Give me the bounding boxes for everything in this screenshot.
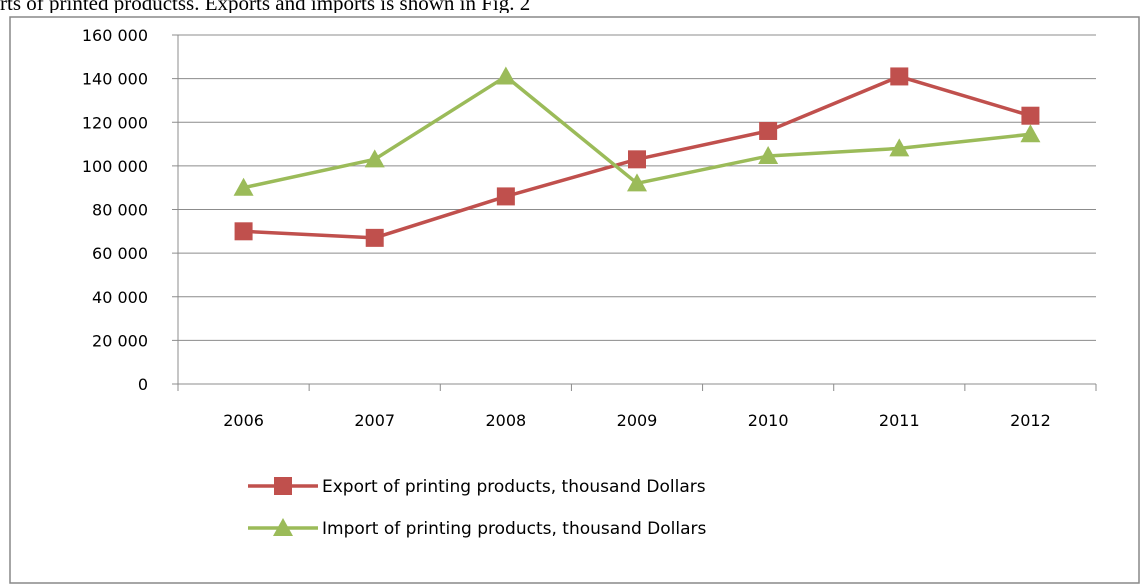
legend-label: Export of printing products, thousand Do…: [322, 477, 706, 497]
y-tick-label: 160 000: [82, 26, 148, 45]
series-1: [233, 66, 1041, 196]
x-tick-label: 2009: [617, 411, 658, 430]
data-point: [889, 138, 910, 157]
x-tick-label: 2010: [748, 411, 789, 430]
data-point: [495, 66, 516, 85]
y-tick-label: 120 000: [82, 113, 148, 132]
y-tick-label: 60 000: [92, 244, 148, 263]
y-tick-label: 40 000: [92, 288, 148, 307]
data-point: [364, 149, 385, 168]
legend-entry: Import of printing products, thousand Do…: [248, 518, 707, 539]
y-tick-label: 0: [138, 375, 148, 394]
data-point: [759, 121, 778, 140]
data-point: [496, 187, 515, 206]
tick-labels: 0 20 000 40 000 60 000 80 000 100 000 120 000 1…: [82, 26, 1051, 430]
y-tick-label: 80 000: [92, 201, 148, 220]
x-tick-label: 2012: [1010, 411, 1051, 430]
data-point: [234, 222, 253, 241]
x-tick-label: 2011: [879, 411, 920, 430]
data-point: [233, 177, 254, 196]
x-tick-label: 2006: [223, 411, 264, 430]
series-0: [234, 67, 1040, 247]
figure-caption: rts of printed productss. Exports and im…: [0, 0, 531, 13]
legend-entry: Export of printing products, thousand Do…: [248, 477, 706, 497]
chart-frame: [9, 16, 1140, 584]
x-tick-label: 2008: [485, 411, 526, 430]
x-tick-label: 2007: [354, 411, 395, 430]
data-point: [890, 67, 909, 86]
legend-label: Import of printing products, thousand Do…: [322, 519, 707, 539]
legend-marker: [273, 518, 293, 536]
legend-marker: [274, 477, 292, 495]
axes: [172, 34, 1097, 391]
data-point: [1020, 124, 1041, 143]
data-point: [628, 150, 646, 169]
y-tick-label: 20 000: [92, 331, 148, 350]
data-point: [627, 173, 647, 192]
data-point: [1021, 106, 1040, 125]
legend: Export of printing products, thousand Do…: [248, 477, 707, 539]
series: [233, 66, 1041, 247]
data-point: [758, 146, 779, 165]
y-tick-label: 140 000: [82, 70, 148, 89]
y-tick-label: 100 000: [82, 157, 148, 176]
data-point: [365, 228, 384, 247]
